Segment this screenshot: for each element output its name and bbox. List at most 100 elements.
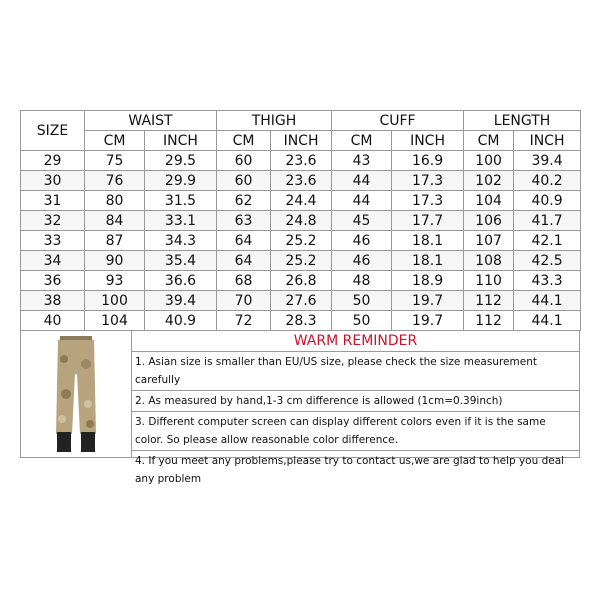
reminder-title: WARM REMINDER (132, 331, 579, 352)
measurement-cell: 93 (84, 270, 145, 291)
size-cell: 31 (20, 190, 85, 211)
measurement-cell: 24.4 (270, 190, 333, 211)
measurement-cell: 29.9 (143, 170, 218, 191)
measurement-cell: 50 (331, 310, 393, 331)
measurement-cell: 80 (84, 190, 145, 211)
length-header: LENGTH (463, 110, 582, 131)
measurement-cell: 39.4 (513, 150, 582, 171)
waist-header: WAIST (83, 110, 218, 131)
measurement-cell: 108 (463, 250, 515, 271)
table-row: 31 80 31.5 62 24.4 44 17.3 104 40.9 (20, 190, 582, 211)
product-image (21, 331, 132, 457)
measurement-cell: 45 (331, 210, 393, 231)
measurement-cell: 46 (331, 250, 393, 271)
measurement-cell: 44 (331, 170, 393, 191)
measurement-cell: 39.4 (143, 290, 218, 311)
measurement-cell: 19.7 (391, 310, 465, 331)
measurement-cell: 64 (216, 250, 272, 271)
size-cell: 34 (20, 250, 85, 271)
measurement-cell: 18.1 (391, 230, 465, 251)
table-row: 34 90 35.4 64 25.2 46 18.1 108 42.5 (20, 250, 582, 271)
measurement-cell: 36.6 (143, 270, 218, 291)
measurement-cell: 24.8 (270, 210, 333, 231)
measurement-cell: 112 (463, 310, 515, 331)
measurement-cell: 48 (331, 270, 393, 291)
measurement-cell: 100 (463, 150, 515, 171)
measurement-cell: 25.2 (270, 250, 333, 271)
unit-header: CM (463, 130, 515, 151)
unit-header: INCH (270, 130, 333, 151)
reminder-item: 2. As measured by hand,1-3 cm difference… (132, 391, 579, 412)
reminder-section: WARM REMINDER 1. Asian size is smaller t… (20, 330, 580, 485)
table-row: 36 93 36.6 68 26.8 48 18.9 110 43.3 (20, 270, 582, 291)
measurement-cell: 70 (216, 290, 272, 311)
table-row: 32 84 33.1 63 24.8 45 17.7 106 41.7 (20, 210, 582, 231)
reminder-item: 3. Different computer screen can display… (132, 412, 579, 451)
unit-header: CM (331, 130, 393, 151)
measurement-cell: 27.6 (270, 290, 333, 311)
measurement-cell: 104 (463, 190, 515, 211)
measurement-cell: 43 (331, 150, 393, 171)
measurement-cell: 102 (463, 170, 515, 191)
measurement-cell: 62 (216, 190, 272, 211)
measurement-cell: 87 (84, 230, 145, 251)
table-row: 33 87 34.3 64 25.2 46 18.1 107 42.1 (20, 230, 582, 251)
measurement-cell: 40.9 (143, 310, 218, 331)
camo-pants-image (56, 336, 96, 452)
measurement-cell: 112 (463, 290, 515, 311)
measurement-cell: 28.3 (270, 310, 333, 331)
measurement-cell: 60 (216, 150, 272, 171)
unit-header: INCH (143, 130, 218, 151)
measurement-cell: 63 (216, 210, 272, 231)
measurement-cell: 107 (463, 230, 515, 251)
measurement-cell: 26.8 (270, 270, 333, 291)
measurement-cell: 75 (84, 150, 145, 171)
measurement-cell: 17.3 (391, 190, 465, 211)
measurement-cell: 17.3 (391, 170, 465, 191)
measurement-cell: 17.7 (391, 210, 465, 231)
measurement-cell: 68 (216, 270, 272, 291)
size-cell: 38 (20, 290, 85, 311)
measurement-cell: 29.5 (143, 150, 218, 171)
unit-header: INCH (391, 130, 465, 151)
thigh-header: THIGH (216, 110, 333, 131)
size-cell: 33 (20, 230, 85, 251)
measurement-cell: 23.6 (270, 170, 333, 191)
table-row: 40 104 40.9 72 28.3 50 19.7 112 44.1 (20, 310, 582, 331)
size-cell: 32 (20, 210, 85, 231)
unit-header: CM (216, 130, 272, 151)
table-row: 30 76 29.9 60 23.6 44 17.3 102 40.2 (20, 170, 582, 191)
measurement-cell: 34.3 (143, 230, 218, 251)
measurement-cell: 44.1 (513, 290, 582, 311)
measurement-cell: 18.1 (391, 250, 465, 271)
measurement-cell: 90 (84, 250, 145, 271)
measurement-cell: 60 (216, 170, 272, 191)
size-cell: 40 (20, 310, 85, 331)
size-chart-table: SIZE WAIST THIGH CUFF LENGTH CM INCH CM INC… (20, 110, 582, 331)
size-header: SIZE (20, 110, 85, 151)
measurement-cell: 25.2 (270, 230, 333, 251)
measurement-cell: 72 (216, 310, 272, 331)
measurement-cell: 42.1 (513, 230, 582, 251)
table-row: 38 100 39.4 70 27.6 50 19.7 112 44.1 (20, 290, 582, 311)
measurement-cell: 40.2 (513, 170, 582, 191)
measurement-cell: 41.7 (513, 210, 582, 231)
table-row: 29 75 29.5 60 23.6 43 16.9 100 39.4 (20, 150, 582, 171)
measurement-cell: 44 (331, 190, 393, 211)
measurement-cell: 100 (84, 290, 145, 311)
measurement-cell: 33.1 (143, 210, 218, 231)
measurement-cell: 31.5 (143, 190, 218, 211)
measurement-cell: 35.4 (143, 250, 218, 271)
reminder-item: 1. Asian size is smaller than EU/US size… (132, 352, 579, 391)
size-cell: 30 (20, 170, 85, 191)
size-cell: 36 (20, 270, 85, 291)
unit-header: CM (84, 130, 145, 151)
measurement-cell: 46 (331, 230, 393, 251)
measurement-cell: 50 (331, 290, 393, 311)
measurement-cell: 40.9 (513, 190, 582, 211)
measurement-cell: 84 (84, 210, 145, 231)
reminder-item: 4. If you meet any problems,please try t… (135, 455, 565, 485)
measurement-cell: 104 (84, 310, 145, 331)
measurement-cell: 110 (463, 270, 515, 291)
measurement-cell: 44.1 (513, 310, 582, 331)
